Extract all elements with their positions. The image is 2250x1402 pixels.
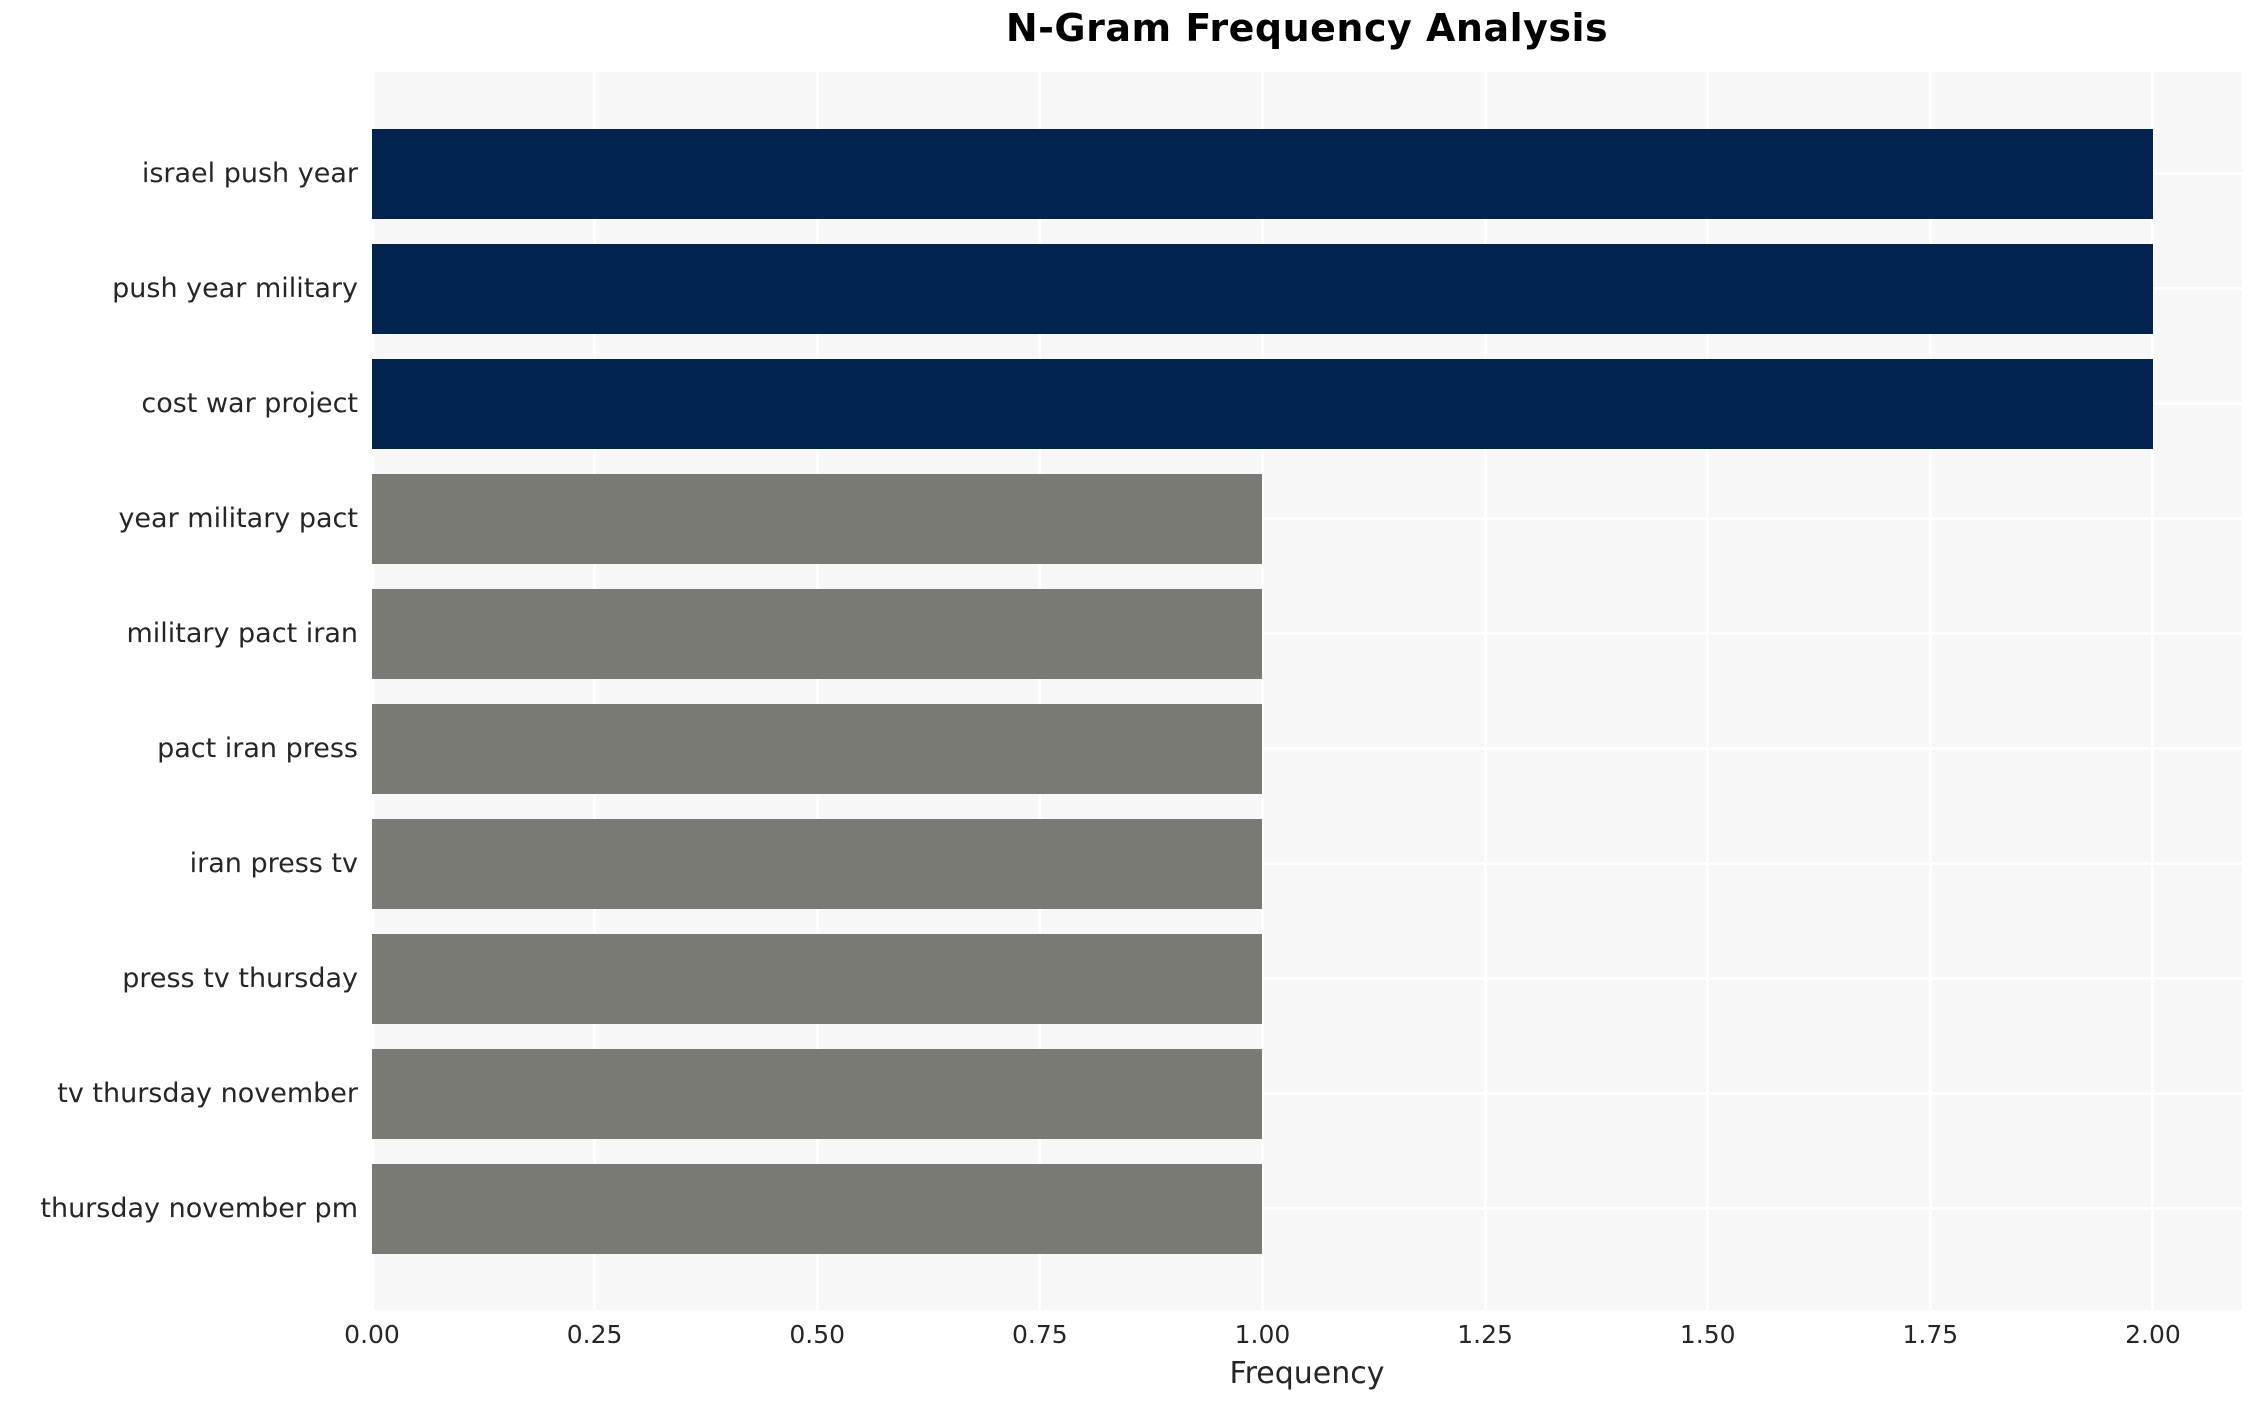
bar-row: israel push year — [0, 116, 2250, 231]
h-gridline — [372, 977, 2242, 980]
v-gridline — [1483, 72, 1487, 1310]
x-tick-label: 1.25 — [1457, 1320, 1513, 1349]
bar-rows-container: israel push year push year military cost w… — [0, 72, 2250, 1310]
h-gridline — [372, 1092, 2242, 1095]
bar-press-tv-thursday — [372, 933, 1263, 1024]
v-gridline — [1260, 72, 1264, 1310]
bar-row: thursday november pm — [0, 1151, 2250, 1266]
bar-track — [372, 461, 2242, 576]
category-label: tv thursday november — [57, 1077, 358, 1109]
x-tick-label: 0.00 — [344, 1320, 400, 1349]
bar-track — [372, 1151, 2242, 1266]
bar-row: military pact iran — [0, 576, 2250, 691]
bar-track — [372, 231, 2242, 346]
category-label: year military pact — [118, 502, 358, 534]
category-label: cost war project — [141, 387, 358, 419]
bar-pact-iran-press — [372, 703, 1263, 794]
x-axis-label: Frequency — [1229, 1356, 1385, 1391]
bar-row: pact iran press — [0, 691, 2250, 806]
bar-row: tv thursday november — [0, 1036, 2250, 1151]
bar-track — [372, 691, 2242, 806]
x-tick-label: 2.00 — [2125, 1320, 2181, 1349]
x-axis-tick-labels: 0.00 0.25 0.50 0.75 1.00 1.25 1.50 1.75 2.00 — [344, 1320, 2242, 1354]
bar-military-pact-iran — [372, 588, 1263, 679]
x-tick-label: 0.25 — [566, 1320, 623, 1349]
h-gridline — [372, 862, 2242, 865]
bar-track — [372, 1036, 2242, 1151]
bar-push-year-military — [372, 243, 2153, 334]
x-tick-label: 1.50 — [1679, 1320, 1736, 1349]
category-label: push year military — [112, 272, 358, 304]
x-tick-label: 0.75 — [1012, 1320, 1068, 1349]
category-label: iran press tv — [189, 847, 358, 879]
bar-thursday-november-pm — [372, 1163, 1263, 1254]
bar-row: press tv thursday — [0, 921, 2250, 1036]
h-gridline — [372, 1207, 2242, 1210]
bar-track — [372, 116, 2242, 231]
bar-track — [372, 576, 2242, 691]
v-gridline — [2151, 72, 2155, 1310]
bar-row: year military pact — [0, 461, 2250, 576]
category-label: israel push year — [141, 157, 358, 189]
h-gridline — [372, 632, 2242, 635]
category-label: pact iran press — [157, 732, 358, 764]
bar-year-military-pact — [372, 473, 1263, 564]
bar-track — [372, 806, 2242, 921]
h-gridline — [372, 517, 2242, 520]
v-gridline — [1038, 72, 1042, 1310]
x-tick-label: 1.75 — [1902, 1320, 1959, 1349]
bar-row: cost war project — [0, 346, 2250, 461]
bar-iran-press-tv — [372, 818, 1263, 909]
v-gridline — [1928, 72, 1932, 1310]
bar-track — [372, 921, 2242, 1036]
x-tick-label: 1.00 — [1234, 1320, 1291, 1349]
category-label: military pact iran — [126, 617, 358, 649]
bar-cost-war-project — [372, 358, 2153, 449]
category-label: press tv thursday — [122, 962, 358, 994]
category-label: thursday november pm — [40, 1192, 358, 1224]
chart-title: N-Gram Frequency Analysis — [1005, 6, 1609, 50]
v-gridline — [815, 72, 819, 1310]
bar-israel-push-year — [372, 128, 2153, 219]
bar-row: iran press tv — [0, 806, 2250, 921]
v-gridline — [593, 72, 597, 1310]
v-gridline — [370, 72, 374, 1310]
x-tick-label: 0.50 — [789, 1320, 846, 1349]
v-gridline — [1706, 72, 1710, 1310]
bar-tv-thursday-november — [372, 1048, 1263, 1139]
bar-row: push year military — [0, 231, 2250, 346]
bar-track — [372, 346, 2242, 461]
h-gridline — [372, 747, 2242, 750]
